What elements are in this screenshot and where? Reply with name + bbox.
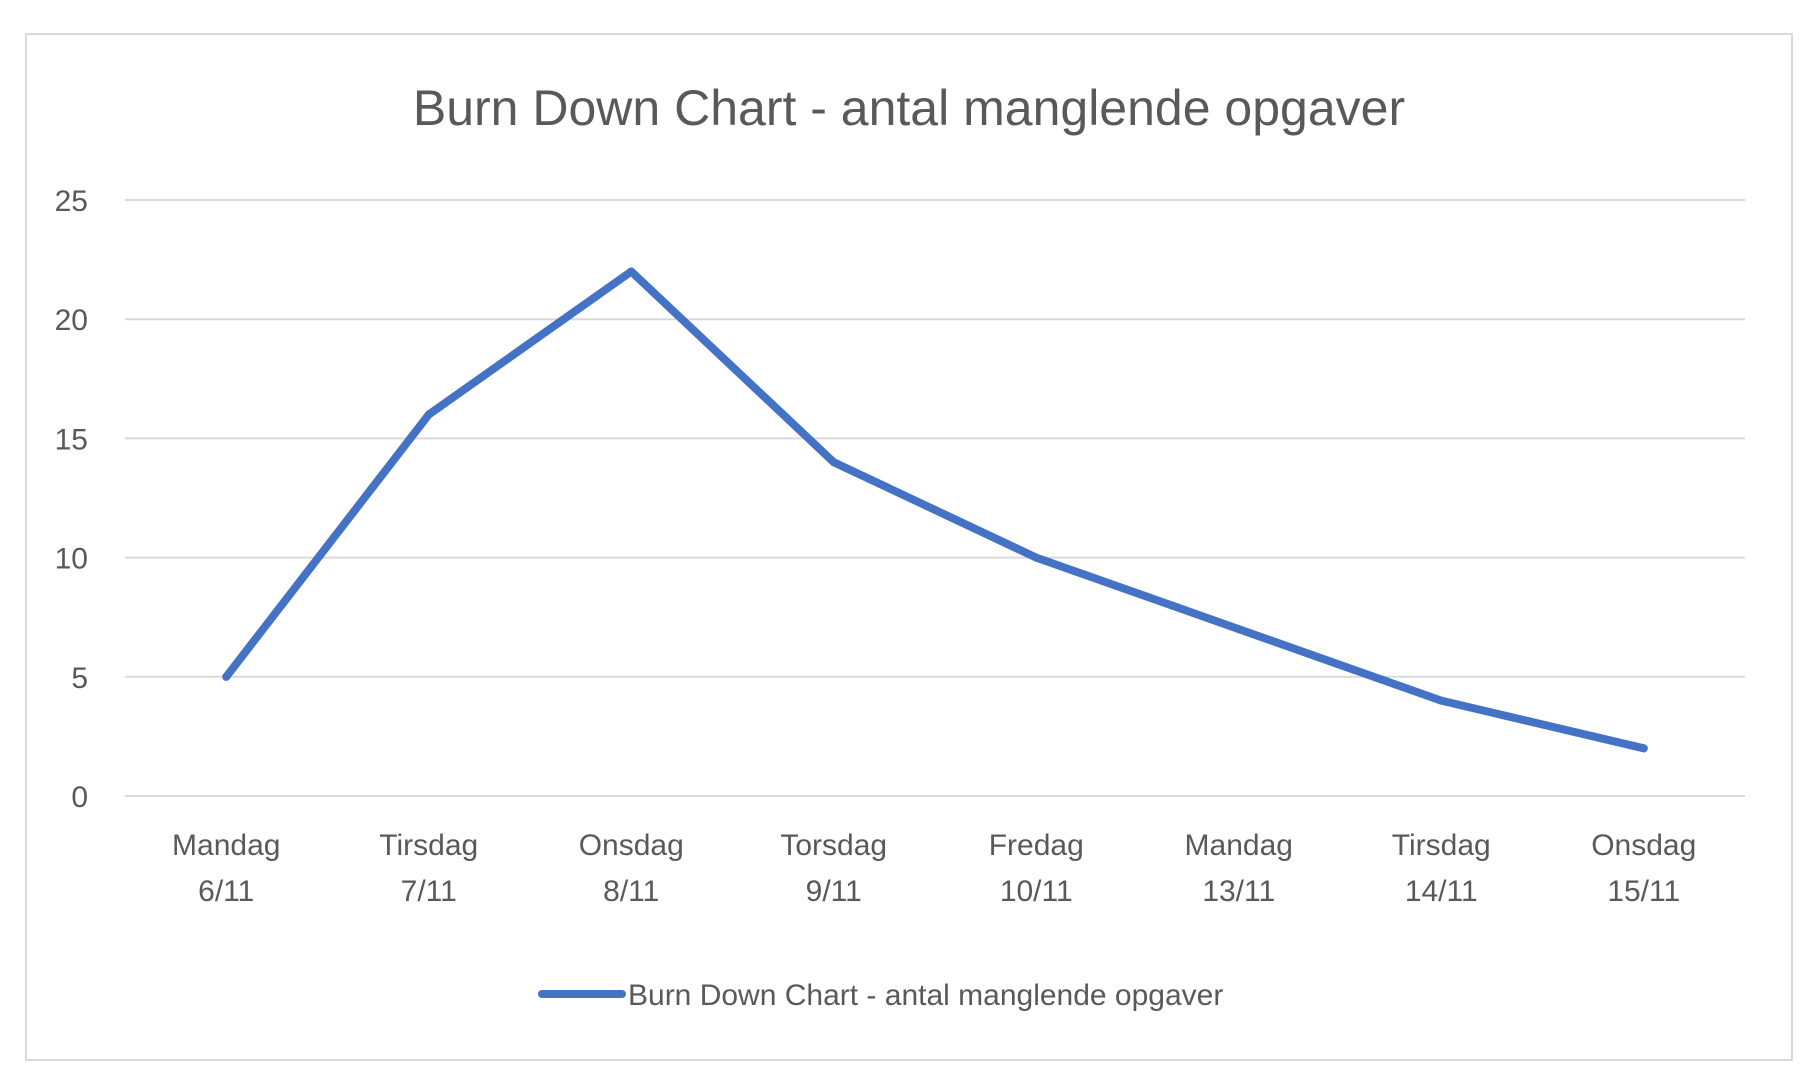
data-point: [1234, 625, 1243, 634]
y-tick-label: 0: [71, 781, 88, 814]
x-axis-ticks: Mandag 6/11 Tirsdag 7/11 Onsdag 8/11 Torsdag 9/…: [172, 829, 1696, 908]
data-point: [829, 458, 838, 467]
y-tick-label: 10: [55, 543, 88, 576]
series-lines: [222, 267, 1648, 753]
x-tick-label: Fredag 10/11: [989, 829, 1084, 908]
y-tick-label: 20: [55, 304, 88, 337]
x-tick-label: Tirsdag 7/11: [379, 829, 478, 908]
y-axis-ticks: 0 5 10 15 20 25: [55, 185, 88, 814]
x-tick-label: Tirsdag 14/11: [1392, 829, 1491, 908]
x-tick-label: Mandag 6/11: [172, 829, 280, 908]
series-line: [222, 267, 1648, 753]
chart-title: Burn Down Chart - antal manglende opgave…: [413, 80, 1405, 136]
x-tick-label: Mandag 13/11: [1185, 829, 1293, 908]
gridlines: [125, 199, 1745, 797]
data-point: [222, 672, 231, 681]
y-tick-label: 5: [71, 662, 88, 695]
data-point: [1032, 553, 1041, 562]
legend-label: Burn Down Chart - antal manglende opgave…: [628, 979, 1223, 1012]
data-point: [1437, 696, 1446, 705]
y-tick-label: 15: [55, 423, 88, 456]
data-point: [627, 267, 636, 276]
x-tick-label: Onsdag 15/11: [1591, 829, 1696, 908]
data-point: [1639, 744, 1648, 753]
data-point: [424, 410, 433, 419]
legend: Burn Down Chart - antal manglende opgave…: [538, 979, 1223, 1012]
y-tick-label: 25: [55, 185, 88, 218]
chart-area: [25, 33, 1793, 1061]
x-tick-label: Onsdag 8/11: [579, 829, 684, 908]
x-tick-label: Torsdag 9/11: [780, 829, 887, 908]
